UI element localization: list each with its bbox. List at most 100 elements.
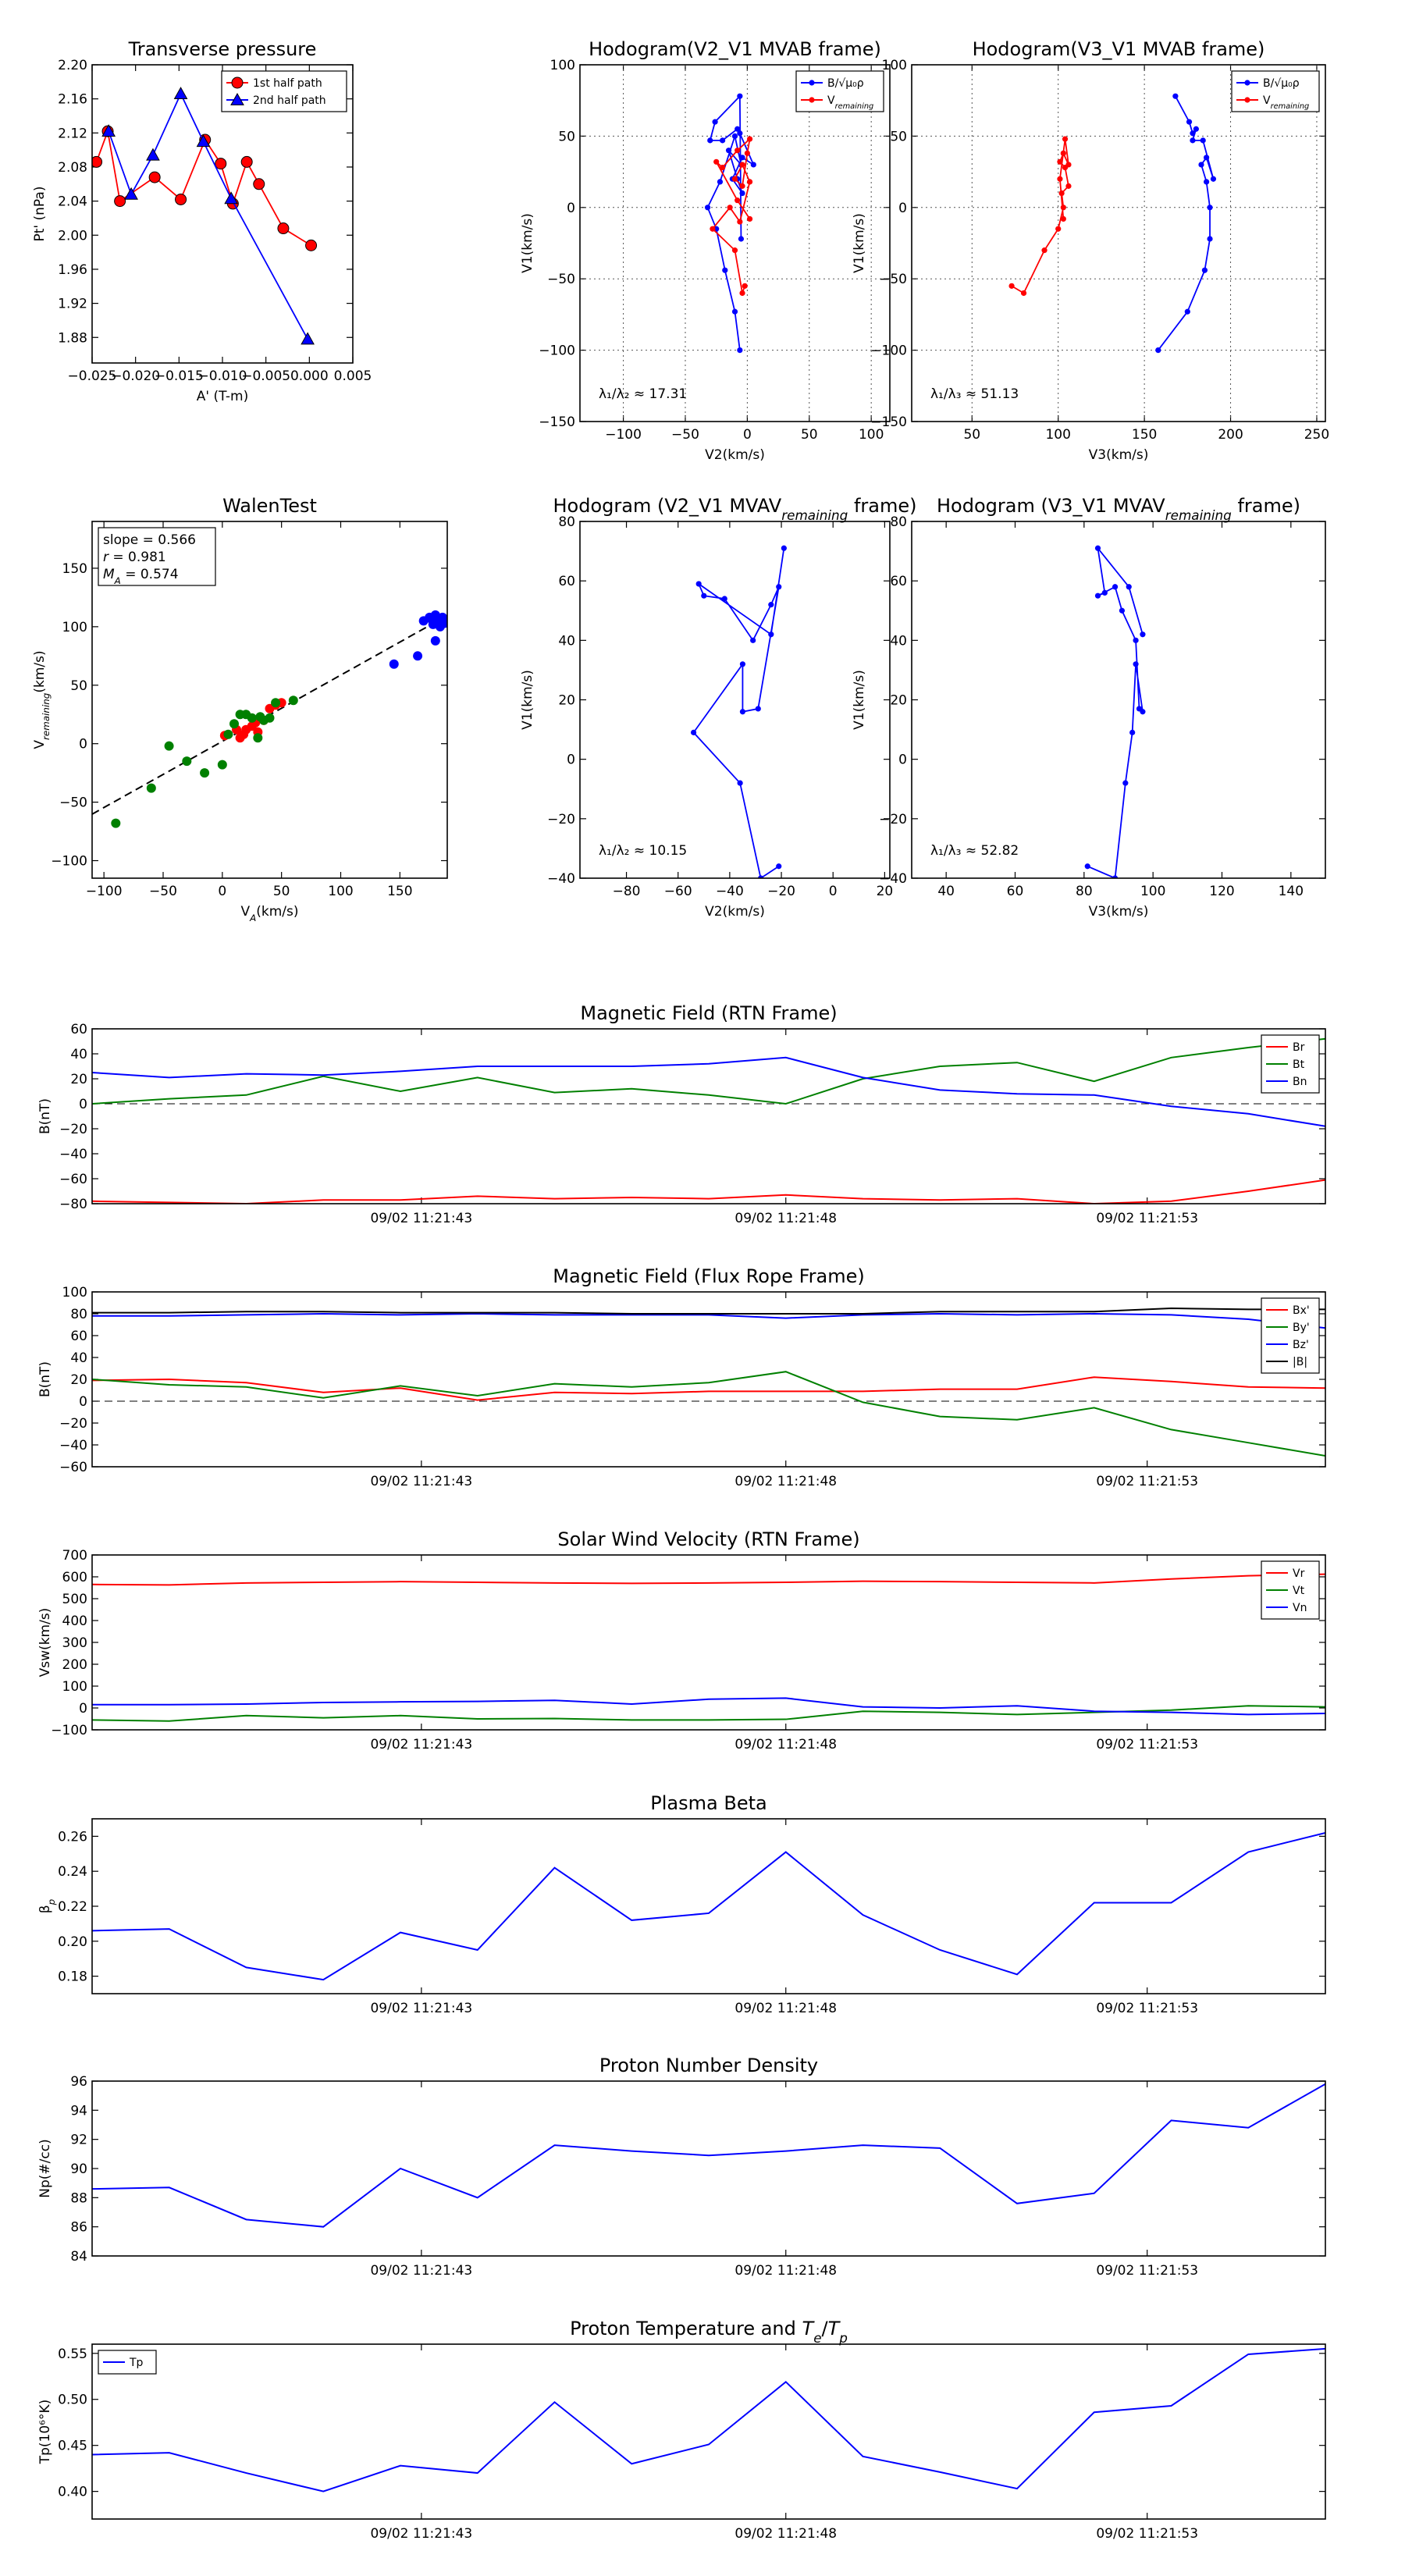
p12-ylabel: Tp(10⁶°K) [37,2400,53,2465]
p1-xlabel: A' (T-m) [197,389,249,404]
p8-ytick-label-8: 100 [62,1285,87,1300]
p2-series-1-point-0 [742,283,748,289]
p1-series-1-point-2 [146,148,160,161]
p2-ytick-label-0: −150 [539,415,575,430]
p9-ytick-label-2: 100 [62,1679,87,1695]
p8-ytick-label-2: −20 [59,1416,87,1432]
p5-series-0-point-14 [781,545,787,551]
p1-series-1-point-4 [196,134,211,148]
p3-xtick-label-1: 100 [1045,427,1070,443]
p2-series-1-point-2 [731,247,738,254]
p1-xtick-label-6: 0.005 [334,368,372,384]
p10-series-line-0 [92,1831,1325,1981]
p1-series-0-point-3 [148,171,161,183]
p3-series-0-point-14 [1172,93,1179,99]
p1-series-0-point-11 [305,239,318,251]
p2-series-1-point-7 [739,162,745,168]
p2-ytick-label-4: 50 [558,129,575,144]
p11-plot-area [92,2083,1325,2228]
p10-plot-area [92,1831,1325,1981]
p4-textbox-line-0: slope = 0.566 [103,532,196,548]
p9-series-line-1 [92,1705,1325,1722]
p2-annotation: λ₁/λ₂ ≈ 17.31 [599,386,687,402]
p3-series-1-point-9 [1060,150,1066,156]
p2-series-0-point-4 [704,205,711,211]
p6-ylabel: V1(km/s) [852,670,867,730]
p7-ylabel: B(nT) [37,1098,53,1134]
p2-xtick-label-2: 0 [743,427,752,443]
p3-legend-label-1: Vremaining [1263,94,1309,111]
p5-title: Hodogram (V2_V1 MVAVremaining frame) [553,495,916,523]
p3-frame [911,64,1326,422]
p2-series-0-point-8 [725,148,732,154]
p11-xtick-label-0: 09/02 11:21:43 [370,2263,472,2279]
p3-series-0-point-4 [1207,205,1213,211]
p3-ytick-label-4: 50 [890,129,907,144]
p11-ytick-label-2: 88 [70,2190,87,2206]
p3-series-1-point-2 [1041,247,1048,254]
p2-legend: B/√μ₀ρ Vremaining [795,70,884,112]
p2-series-0-point-1 [731,308,738,315]
p9-ytick-label-0: −100 [51,1723,87,1738]
p4-series-2-point-9 [247,713,257,723]
p9-plot-area [92,1573,1325,1722]
p2-series-1-point-6 [746,179,753,185]
p11-ytick-label-3: 90 [70,2161,87,2177]
p3-legend: B/√μ₀ρ Vremaining [1231,70,1320,112]
p2-series-1-point-10 [744,150,750,156]
p5-series-0-point-5 [739,709,746,715]
p7-legend-label-1: Bt [1293,1059,1305,1071]
p3-series-1-point-12 [1057,176,1063,182]
p2-series-1-point-5 [737,219,743,225]
p7-xtick-label-1: 09/02 11:21:48 [735,1211,837,1226]
p8-ylabel: B(nT) [37,1361,53,1397]
p1-ytick-label-7: 2.16 [58,92,87,108]
p1-legend-marker-0 [231,76,244,89]
p8-ytick-label-3: 0 [79,1394,87,1410]
p5-plot-area [690,545,787,878]
p3-annotation: λ₁/λ₃ ≈ 51.13 [930,386,1019,402]
p2-series-1-point-3 [710,226,716,232]
p3-plot-area [1008,93,1217,354]
p1-series-1-point-5 [224,191,238,205]
p5-ytick-label-4: 40 [558,633,575,649]
p6-frame [911,521,1326,879]
p3-ytick-label-0: −150 [870,415,907,430]
p5-xtick-label-4: 0 [829,884,838,899]
p1-xtick-label-4: −0.005 [241,368,290,384]
p4-series-2-point-7 [229,719,239,729]
p3-series-0-point-0 [1155,347,1161,354]
p2-series-0-point-20 [738,236,745,242]
p2-ylabel: V1(km/s) [520,213,535,273]
p9-ytick-label-1: 0 [79,1701,87,1717]
p10-panel: 0.18 0.20 0.22 0.24 0.26 09/02 11:21:43 09/02 … [37,1792,1326,2016]
p2-frame [579,64,891,422]
p8-title: Magnetic Field (Flux Rope Frame) [553,1265,864,1287]
p11-series-line-0 [92,2083,1325,2228]
p4-textbox-line-2: MA = 0.574 [103,567,179,586]
p8-legend: Bx' By' Bz' |B| [1261,1297,1320,1374]
p4-ytick-label-3: 50 [70,678,87,694]
p4-xtick-label-0: −100 [86,884,123,899]
p12-title: Proton Temperature and Te/Tp [570,2318,848,2346]
p3-legend-marker-0 [1244,80,1250,86]
p4-series-2-point-2 [164,741,174,751]
p2-legend-marker-0 [809,80,815,86]
p8-xtick-label-2: 09/02 11:21:53 [1096,1474,1198,1489]
p12-legend: Tp [98,2350,157,2375]
p1-frame [91,64,354,364]
p3-series-0-point-8 [1210,176,1217,182]
p3-series-1-point-6 [1065,183,1072,189]
p3-xtick-label-3: 200 [1218,427,1243,443]
p6-series-0-point-9 [1112,584,1119,590]
p12-legend-label-0: Tp [129,2357,144,2369]
p2-series-1-point-1 [739,290,745,297]
p12-xtick-label-1: 09/02 11:21:48 [735,2526,837,2542]
p12-series-line-0 [92,2347,1325,2492]
p7-ytick-label-3: −20 [59,1122,87,1137]
p3-ylabel: V1(km/s) [852,213,867,273]
p9-ytick-label-7: 600 [62,1570,87,1585]
p2-xtick-label-0: −100 [605,427,642,443]
p1-series-1-point-1 [124,187,138,200]
p7-legend: Br Bt Bn [1261,1034,1320,1094]
